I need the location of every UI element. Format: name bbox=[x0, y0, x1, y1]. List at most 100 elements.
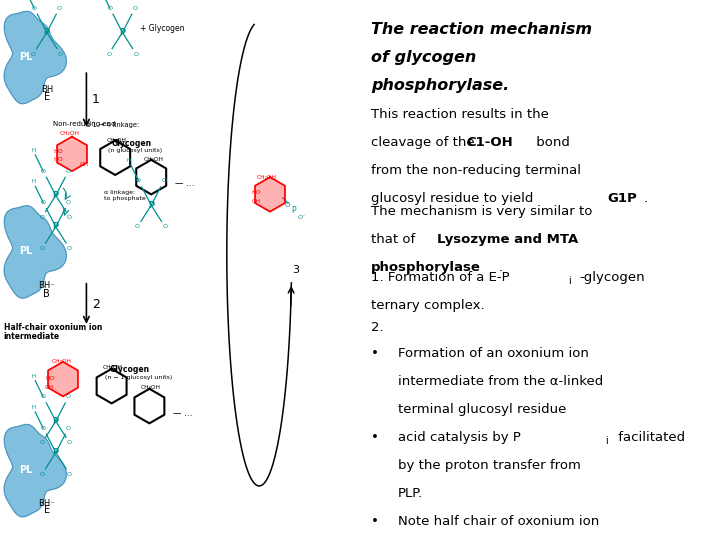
Text: P: P bbox=[53, 222, 59, 231]
Polygon shape bbox=[48, 362, 78, 396]
Text: Formation of an oxonium ion: Formation of an oxonium ion bbox=[397, 347, 589, 360]
Polygon shape bbox=[4, 11, 66, 104]
Text: O: O bbox=[40, 214, 45, 220]
Text: The reaction mechanism: The reaction mechanism bbox=[371, 22, 592, 37]
Text: O: O bbox=[284, 202, 289, 208]
Polygon shape bbox=[255, 177, 285, 212]
Text: Half-chair oxonium ion: Half-chair oxonium ion bbox=[4, 323, 102, 333]
Text: 2.: 2. bbox=[371, 321, 384, 334]
Text: glucosyl residue to yield: glucosyl residue to yield bbox=[371, 192, 537, 205]
Text: of glycogen: of glycogen bbox=[371, 50, 476, 65]
Text: Non-reducing end: Non-reducing end bbox=[53, 121, 116, 127]
Text: O: O bbox=[107, 51, 111, 57]
Text: P: P bbox=[53, 448, 59, 457]
Text: CH₂OH: CH₂OH bbox=[107, 138, 127, 143]
Text: O: O bbox=[32, 5, 37, 11]
Text: OH: OH bbox=[251, 199, 261, 205]
Text: •: • bbox=[371, 515, 379, 528]
Text: .: . bbox=[498, 261, 503, 274]
Text: CH₂OH: CH₂OH bbox=[60, 131, 79, 137]
Text: P: P bbox=[291, 206, 295, 215]
Text: BH⁻: BH⁻ bbox=[38, 499, 55, 508]
Text: C1-OH: C1-OH bbox=[467, 136, 513, 149]
Text: O: O bbox=[67, 440, 72, 445]
Text: O: O bbox=[163, 224, 167, 230]
Text: phosphorylase.: phosphorylase. bbox=[371, 78, 509, 93]
Text: O: O bbox=[132, 5, 138, 11]
Polygon shape bbox=[4, 206, 66, 298]
Text: OH: OH bbox=[45, 385, 54, 390]
Text: O: O bbox=[66, 200, 71, 205]
Text: O: O bbox=[41, 200, 45, 205]
Text: O: O bbox=[41, 168, 45, 174]
Text: intermediate: intermediate bbox=[4, 332, 60, 341]
Text: Lysozyme and MTA: Lysozyme and MTA bbox=[438, 233, 579, 246]
Text: CH₂OH: CH₂OH bbox=[102, 364, 122, 370]
Text: phosphorylase: phosphorylase bbox=[371, 261, 481, 274]
Text: O: O bbox=[40, 440, 45, 445]
Text: CH₂OH: CH₂OH bbox=[141, 385, 161, 390]
Text: H: H bbox=[31, 179, 35, 185]
Text: cleavage of the: cleavage of the bbox=[371, 136, 479, 149]
Text: Glycogen: Glycogen bbox=[112, 139, 152, 148]
Text: O: O bbox=[66, 426, 71, 431]
Text: Note half chair of oxonium ion: Note half chair of oxonium ion bbox=[397, 515, 599, 528]
Text: terminal glucosyl residue: terminal glucosyl residue bbox=[397, 403, 566, 416]
Text: CH₂OH: CH₂OH bbox=[52, 359, 71, 364]
Text: O: O bbox=[135, 224, 140, 230]
Text: O: O bbox=[134, 51, 138, 57]
Text: P: P bbox=[148, 201, 154, 210]
Text: HO: HO bbox=[45, 375, 55, 381]
Text: — …: — … bbox=[173, 409, 192, 417]
Text: H: H bbox=[31, 148, 35, 153]
Text: i: i bbox=[605, 436, 608, 446]
Text: α linkage:
to phosphate: α linkage: to phosphate bbox=[104, 190, 146, 201]
Text: O: O bbox=[161, 178, 166, 184]
Text: H: H bbox=[31, 374, 35, 379]
Text: O: O bbox=[41, 426, 45, 431]
Text: -glycogen: -glycogen bbox=[580, 271, 645, 284]
Text: 1: 1 bbox=[92, 93, 99, 106]
Text: •: • bbox=[371, 431, 379, 444]
Text: P: P bbox=[44, 28, 50, 37]
Text: O: O bbox=[40, 471, 45, 477]
Text: O: O bbox=[58, 51, 63, 57]
Text: O: O bbox=[57, 5, 62, 11]
Text: The mechanism is very similar to: The mechanism is very similar to bbox=[371, 205, 592, 218]
Text: by the proton transfer from: by the proton transfer from bbox=[397, 459, 580, 472]
Text: P: P bbox=[120, 28, 125, 37]
Text: (n − 1 glucosyl units): (n − 1 glucosyl units) bbox=[105, 375, 172, 380]
Text: (n glucosyl units): (n glucosyl units) bbox=[108, 148, 162, 153]
Text: α 1 → 4 linkage:: α 1 → 4 linkage: bbox=[86, 122, 140, 129]
Text: 1. Formation of a E-P: 1. Formation of a E-P bbox=[371, 271, 510, 284]
Text: O: O bbox=[66, 168, 71, 174]
Text: HO: HO bbox=[251, 190, 261, 195]
Text: intermediate from the α-linked: intermediate from the α-linked bbox=[397, 375, 603, 388]
Text: BH⁻: BH⁻ bbox=[38, 281, 55, 289]
Text: P: P bbox=[53, 191, 59, 200]
Text: O: O bbox=[40, 246, 45, 251]
Text: O: O bbox=[67, 246, 72, 251]
Text: O: O bbox=[136, 178, 141, 184]
Text: — …: — … bbox=[174, 179, 194, 188]
Text: 3: 3 bbox=[292, 265, 299, 275]
Text: O⁻: O⁻ bbox=[297, 214, 305, 220]
Text: O: O bbox=[66, 394, 71, 400]
Text: O: O bbox=[31, 51, 35, 57]
Text: O: O bbox=[41, 394, 45, 400]
Text: E: E bbox=[44, 92, 50, 102]
Text: H: H bbox=[31, 405, 35, 410]
Text: H: H bbox=[127, 158, 130, 163]
Text: HO: HO bbox=[53, 157, 63, 163]
Text: PL: PL bbox=[19, 465, 32, 475]
Text: Glycogen: Glycogen bbox=[109, 364, 150, 374]
Text: PL: PL bbox=[19, 52, 32, 62]
Text: OH: OH bbox=[80, 162, 89, 167]
Text: B: B bbox=[43, 289, 50, 299]
Text: PL: PL bbox=[19, 246, 32, 256]
Polygon shape bbox=[57, 137, 87, 171]
Text: ternary complex.: ternary complex. bbox=[371, 299, 485, 312]
Polygon shape bbox=[4, 424, 66, 517]
Text: from the non-reducing terminal: from the non-reducing terminal bbox=[371, 164, 581, 177]
Text: BH: BH bbox=[40, 85, 53, 93]
